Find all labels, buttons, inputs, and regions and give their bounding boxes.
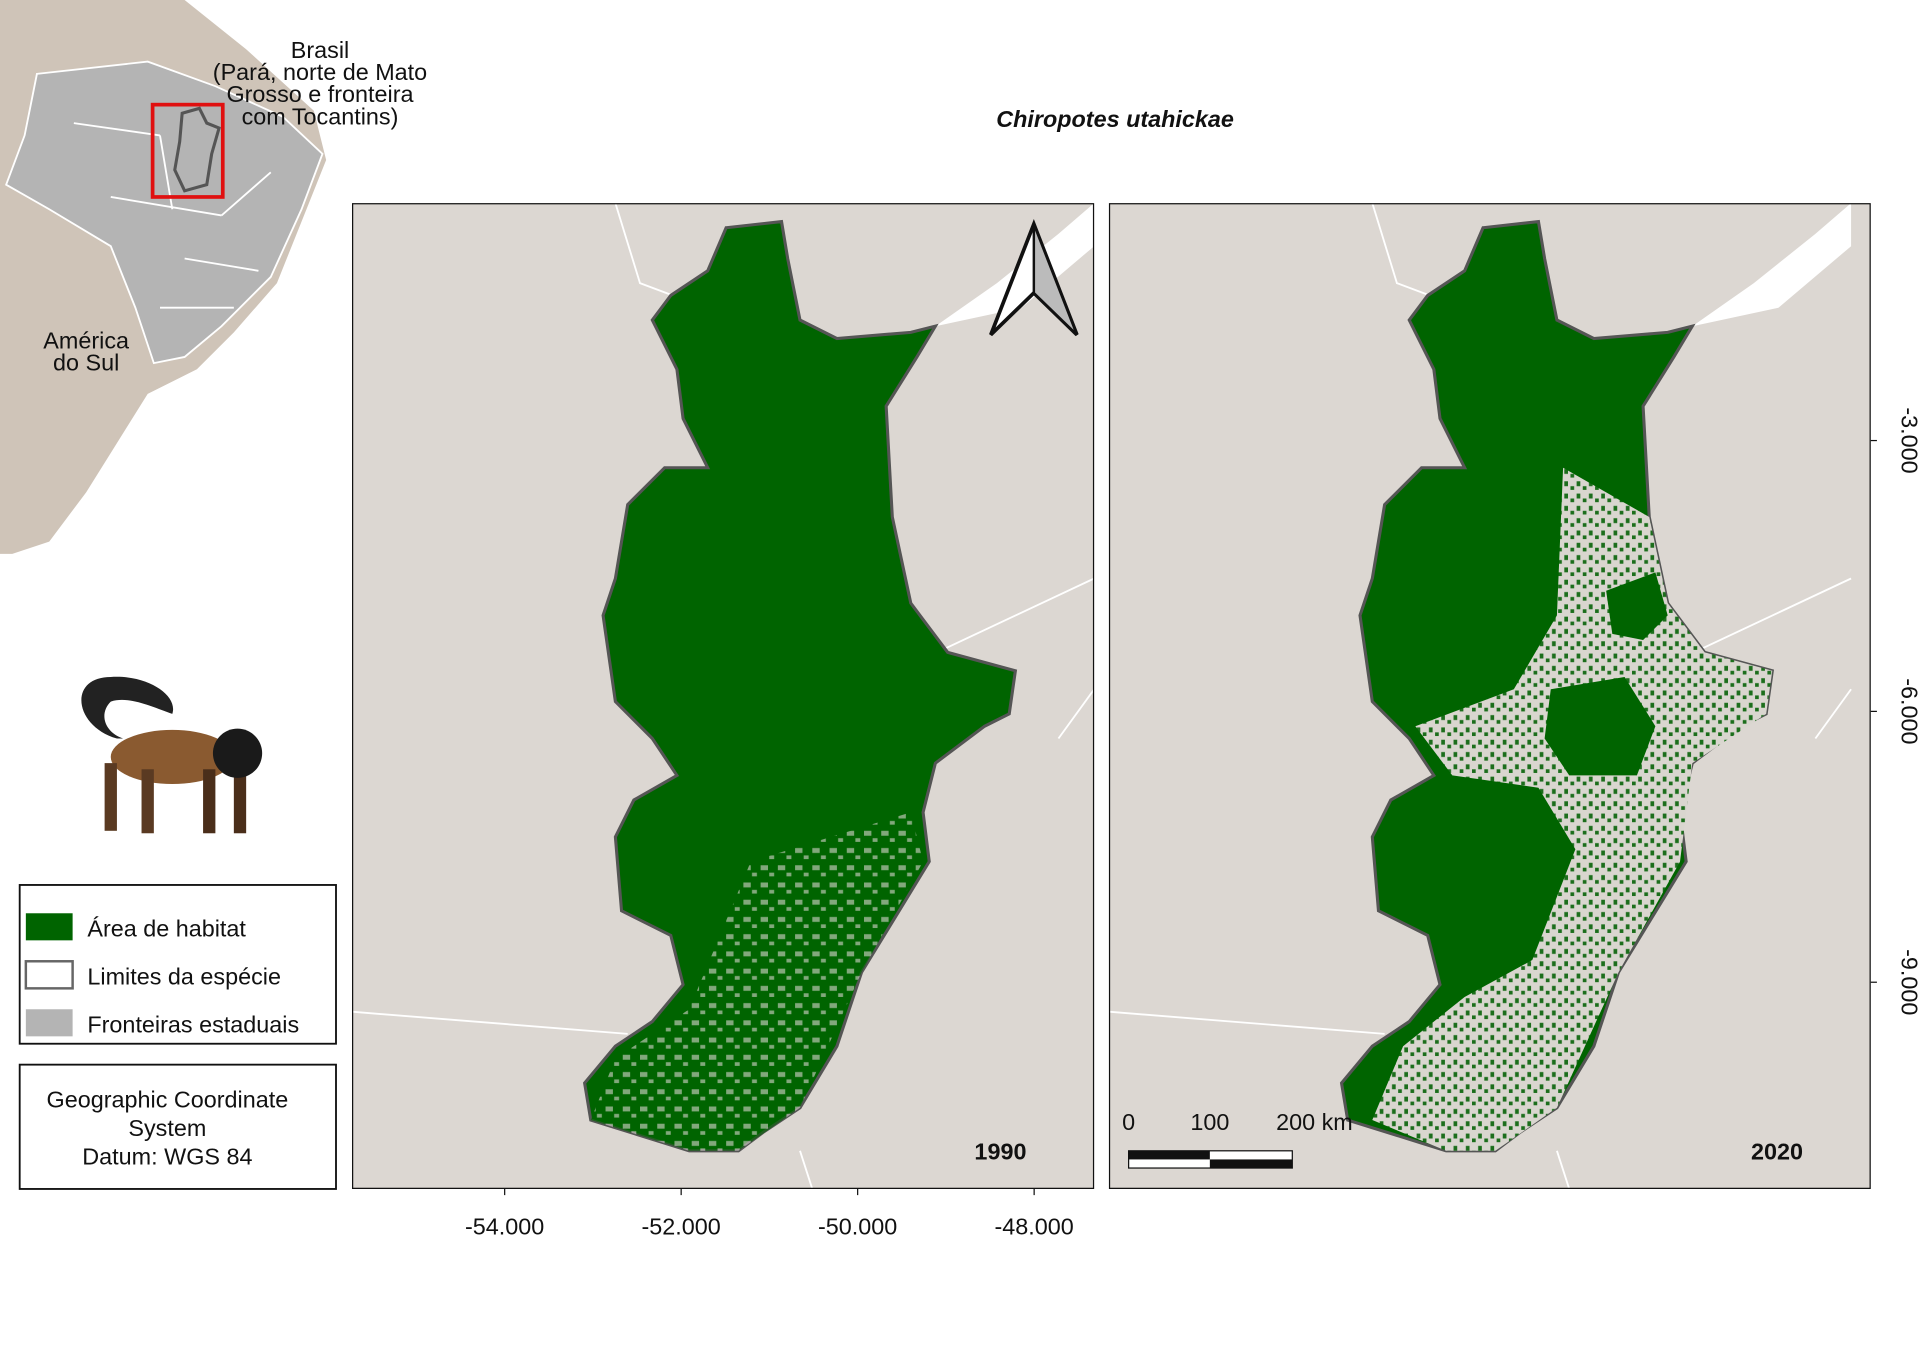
legend-swatch <box>25 913 73 941</box>
panel-year: 2020 <box>1751 1138 1803 1164</box>
inset-label: do Sul <box>53 350 119 376</box>
y-tick-label: -3.000 <box>1897 407 1920 473</box>
legend-swatch <box>24 960 74 990</box>
y-tick-label: -6.000 <box>1897 678 1920 744</box>
crs-text: System <box>128 1115 206 1141</box>
x-tick-label: -48.000 <box>995 1213 1074 1239</box>
x-tick-label: -50.000 <box>818 1213 897 1239</box>
inset-label: Brasil <box>291 37 349 63</box>
habitat-block <box>1544 572 1668 776</box>
scale-label: 0 <box>1122 1109 1135 1135</box>
panel-year: 1990 <box>974 1138 1026 1164</box>
legend-swatch <box>25 1009 73 1037</box>
north-arrow <box>989 218 1079 337</box>
scale-bar <box>1128 1150 1293 1169</box>
crs-text: Geographic Coordinate <box>47 1087 289 1113</box>
habitat-area <box>582 219 1018 1153</box>
state-border <box>352 203 1095 1189</box>
inset-label: com Tocantins) <box>242 103 399 129</box>
inset-label: América <box>43 327 129 353</box>
deforested-area <box>1372 467 1773 1151</box>
map-panel <box>352 203 1095 1189</box>
legend-label: Área de habitat <box>87 916 246 942</box>
y-tick-label: -9.000 <box>1897 949 1920 1015</box>
crs-box <box>18 1063 337 1190</box>
monkey-illustration <box>81 676 263 834</box>
scale-label: 200 km <box>1276 1109 1353 1135</box>
river <box>1692 203 1852 327</box>
state-border <box>1108 203 1852 1189</box>
map-panel <box>1108 203 1871 1189</box>
x-tick-label: -54.000 <box>465 1213 544 1239</box>
deforested-area <box>590 812 924 1151</box>
x-tick-label: -52.000 <box>642 1213 721 1239</box>
legend-label: Fronteiras estaduais <box>87 1012 299 1038</box>
crs-text: Datum: WGS 84 <box>82 1143 252 1169</box>
inset-label: Grosso e fronteira <box>226 81 413 107</box>
legend-label: Limites da espécie <box>87 964 281 990</box>
figure-title: Chiropotes utahickae <box>996 106 1234 132</box>
inset-label: (Pará, norte de Mato <box>213 59 427 85</box>
inset-map <box>0 0 327 554</box>
scale-label: 100 <box>1190 1109 1229 1135</box>
